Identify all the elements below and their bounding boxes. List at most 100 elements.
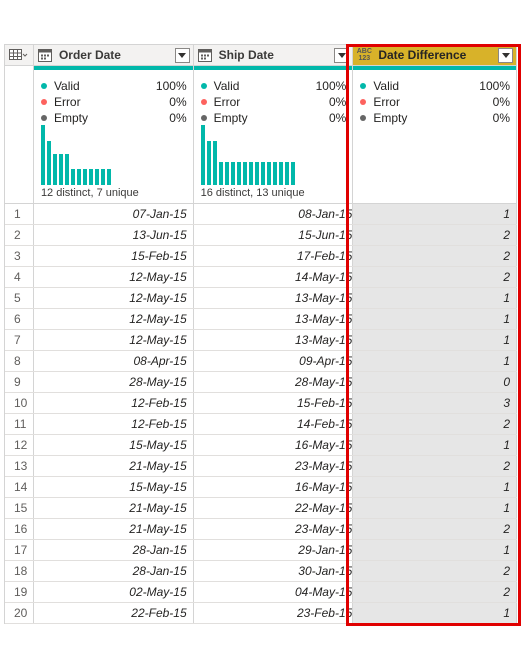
histogram-bar[interactable] xyxy=(106,169,111,185)
table-row[interactable]: 1 07-Jan-15 08-Jan-15 1 xyxy=(5,204,517,225)
ship-date-cell[interactable]: 23-Feb-15 xyxy=(194,603,354,623)
histogram-bar[interactable] xyxy=(290,162,295,185)
date-difference-cell[interactable]: 1 xyxy=(353,309,517,329)
order-date-cell[interactable]: 21-May-15 xyxy=(34,456,194,476)
table-row[interactable]: 17 28-Jan-15 29-Jan-15 1 xyxy=(5,540,517,561)
date-difference-cell[interactable]: 2 xyxy=(353,225,517,245)
date-difference-cell[interactable]: 2 xyxy=(353,561,517,581)
date-difference-cell[interactable]: 1 xyxy=(353,288,517,308)
table-row[interactable]: 7 12-May-15 13-May-15 1 xyxy=(5,330,517,351)
date-difference-cell[interactable]: 1 xyxy=(353,351,517,371)
ship-date-cell[interactable]: 29-Jan-15 xyxy=(194,540,354,560)
table-row[interactable]: 13 21-May-15 23-May-15 2 xyxy=(5,456,517,477)
date-difference-cell[interactable]: 0 xyxy=(353,372,517,392)
table-menu-button[interactable] xyxy=(5,45,34,65)
ship-date-cell[interactable]: 23-May-15 xyxy=(194,456,354,476)
abc123-icon[interactable]: ABC 123 xyxy=(356,48,372,62)
histogram-bar[interactable] xyxy=(242,162,247,185)
table-row[interactable]: 11 12-Feb-15 14-Feb-15 2 xyxy=(5,414,517,435)
order-date-cell[interactable]: 07-Jan-15 xyxy=(34,204,194,224)
ship-date-cell[interactable]: 13-May-15 xyxy=(194,288,354,308)
order-date-cell[interactable]: 12-May-15 xyxy=(34,330,194,350)
ship-date-cell[interactable]: 14-May-15 xyxy=(194,267,354,287)
column-profile-date-difference[interactable]: Valid 100% Error 0% Empty 0% xyxy=(353,70,517,203)
histogram-bar[interactable] xyxy=(236,162,241,185)
histogram-bar[interactable] xyxy=(248,162,253,185)
order-date-cell[interactable]: 22-Feb-15 xyxy=(34,603,194,623)
ship-date-cell[interactable]: 13-May-15 xyxy=(194,330,354,350)
order-date-cell[interactable]: 15-Feb-15 xyxy=(34,246,194,266)
date-difference-cell[interactable]: 3 xyxy=(353,393,517,413)
ship-date-cell[interactable]: 23-May-15 xyxy=(194,519,354,539)
date-difference-cell[interactable]: 1 xyxy=(353,477,517,497)
table-row[interactable]: 3 15-Feb-15 17-Feb-15 2 xyxy=(5,246,517,267)
value-distribution-histogram[interactable] xyxy=(40,125,181,185)
table-row[interactable]: 19 02-May-15 04-May-15 2 xyxy=(5,582,517,603)
ship-date-cell[interactable]: 16-May-15 xyxy=(194,477,354,497)
table-row[interactable]: 6 12-May-15 13-May-15 1 xyxy=(5,309,517,330)
date-difference-cell[interactable]: 2 xyxy=(353,267,517,287)
ship-date-cell[interactable]: 16-May-15 xyxy=(194,435,354,455)
histogram-bar[interactable] xyxy=(266,162,271,185)
ship-date-cell[interactable]: 17-Feb-15 xyxy=(194,246,354,266)
ship-date-cell[interactable]: 22-May-15 xyxy=(194,498,354,518)
histogram-bar[interactable] xyxy=(94,169,99,185)
date-difference-cell[interactable]: 1 xyxy=(353,330,517,350)
histogram-bar[interactable] xyxy=(76,169,81,185)
order-date-cell[interactable]: 12-May-15 xyxy=(34,309,194,329)
histogram-bar[interactable] xyxy=(70,169,75,185)
column-header-date-difference[interactable]: ABC 123 Date Difference xyxy=(353,45,517,65)
date-difference-cell[interactable]: 1 xyxy=(353,204,517,224)
ship-date-cell[interactable]: 15-Feb-15 xyxy=(194,393,354,413)
order-date-cell[interactable]: 12-May-15 xyxy=(34,267,194,287)
date-difference-cell[interactable]: 1 xyxy=(353,603,517,623)
column-profile-order-date[interactable]: Valid 100% Error 0% Empty 0% 12 distinct, 7… xyxy=(34,70,194,203)
value-distribution-histogram[interactable] xyxy=(200,125,341,185)
histogram-bar[interactable] xyxy=(278,162,283,185)
date-difference-cell[interactable]: 1 xyxy=(353,498,517,518)
order-date-cell[interactable]: 28-May-15 xyxy=(34,372,194,392)
histogram-bar[interactable] xyxy=(206,141,211,185)
date-difference-cell[interactable]: 2 xyxy=(353,582,517,602)
table-row[interactable]: 10 12-Feb-15 15-Feb-15 3 xyxy=(5,393,517,414)
histogram-bar[interactable] xyxy=(218,162,223,185)
date-difference-cell[interactable]: 2 xyxy=(353,246,517,266)
table-row[interactable]: 12 15-May-15 16-May-15 1 xyxy=(5,435,517,456)
order-date-cell[interactable]: 15-May-15 xyxy=(34,477,194,497)
histogram-bar[interactable] xyxy=(212,141,217,185)
date-difference-cell[interactable]: 1 xyxy=(353,435,517,455)
ship-date-cell[interactable]: 30-Jan-15 xyxy=(194,561,354,581)
ship-date-cell[interactable]: 09-Apr-15 xyxy=(194,351,354,371)
order-date-cell[interactable]: 21-May-15 xyxy=(34,498,194,518)
column-header-order-date[interactable]: Order Date xyxy=(34,45,194,65)
table-row[interactable]: 14 15-May-15 16-May-15 1 xyxy=(5,477,517,498)
ship-date-cell[interactable]: 14-Feb-15 xyxy=(194,414,354,434)
date-difference-cell[interactable]: 2 xyxy=(353,456,517,476)
table-row[interactable]: 15 21-May-15 22-May-15 1 xyxy=(5,498,517,519)
calendar-icon[interactable] xyxy=(37,48,53,62)
column-header-ship-date[interactable]: Ship Date xyxy=(194,45,354,65)
order-date-cell[interactable]: 21-May-15 xyxy=(34,519,194,539)
ship-date-cell[interactable]: 08-Jan-15 xyxy=(194,204,354,224)
order-date-cell[interactable]: 02-May-15 xyxy=(34,582,194,602)
ship-date-cell[interactable]: 15-Jun-15 xyxy=(194,225,354,245)
order-date-cell[interactable]: 13-Jun-15 xyxy=(34,225,194,245)
table-row[interactable]: 18 28-Jan-15 30-Jan-15 2 xyxy=(5,561,517,582)
filter-dropdown-button[interactable] xyxy=(334,48,350,63)
histogram-bar[interactable] xyxy=(64,154,69,185)
histogram-bar[interactable] xyxy=(224,162,229,185)
filter-dropdown-button[interactable] xyxy=(174,48,190,63)
table-row[interactable]: 5 12-May-15 13-May-15 1 xyxy=(5,288,517,309)
histogram-bar[interactable] xyxy=(88,169,93,185)
order-date-cell[interactable]: 28-Jan-15 xyxy=(34,561,194,581)
order-date-cell[interactable]: 12-May-15 xyxy=(34,288,194,308)
date-difference-cell[interactable]: 1 xyxy=(353,540,517,560)
table-row[interactable]: 16 21-May-15 23-May-15 2 xyxy=(5,519,517,540)
calendar-icon[interactable] xyxy=(197,48,213,62)
histogram-bar[interactable] xyxy=(46,141,51,185)
histogram-bar[interactable] xyxy=(260,162,265,185)
table-row[interactable]: 4 12-May-15 14-May-15 2 xyxy=(5,267,517,288)
ship-date-cell[interactable]: 04-May-15 xyxy=(194,582,354,602)
order-date-cell[interactable]: 12-Feb-15 xyxy=(34,414,194,434)
filter-dropdown-button[interactable] xyxy=(498,48,513,63)
